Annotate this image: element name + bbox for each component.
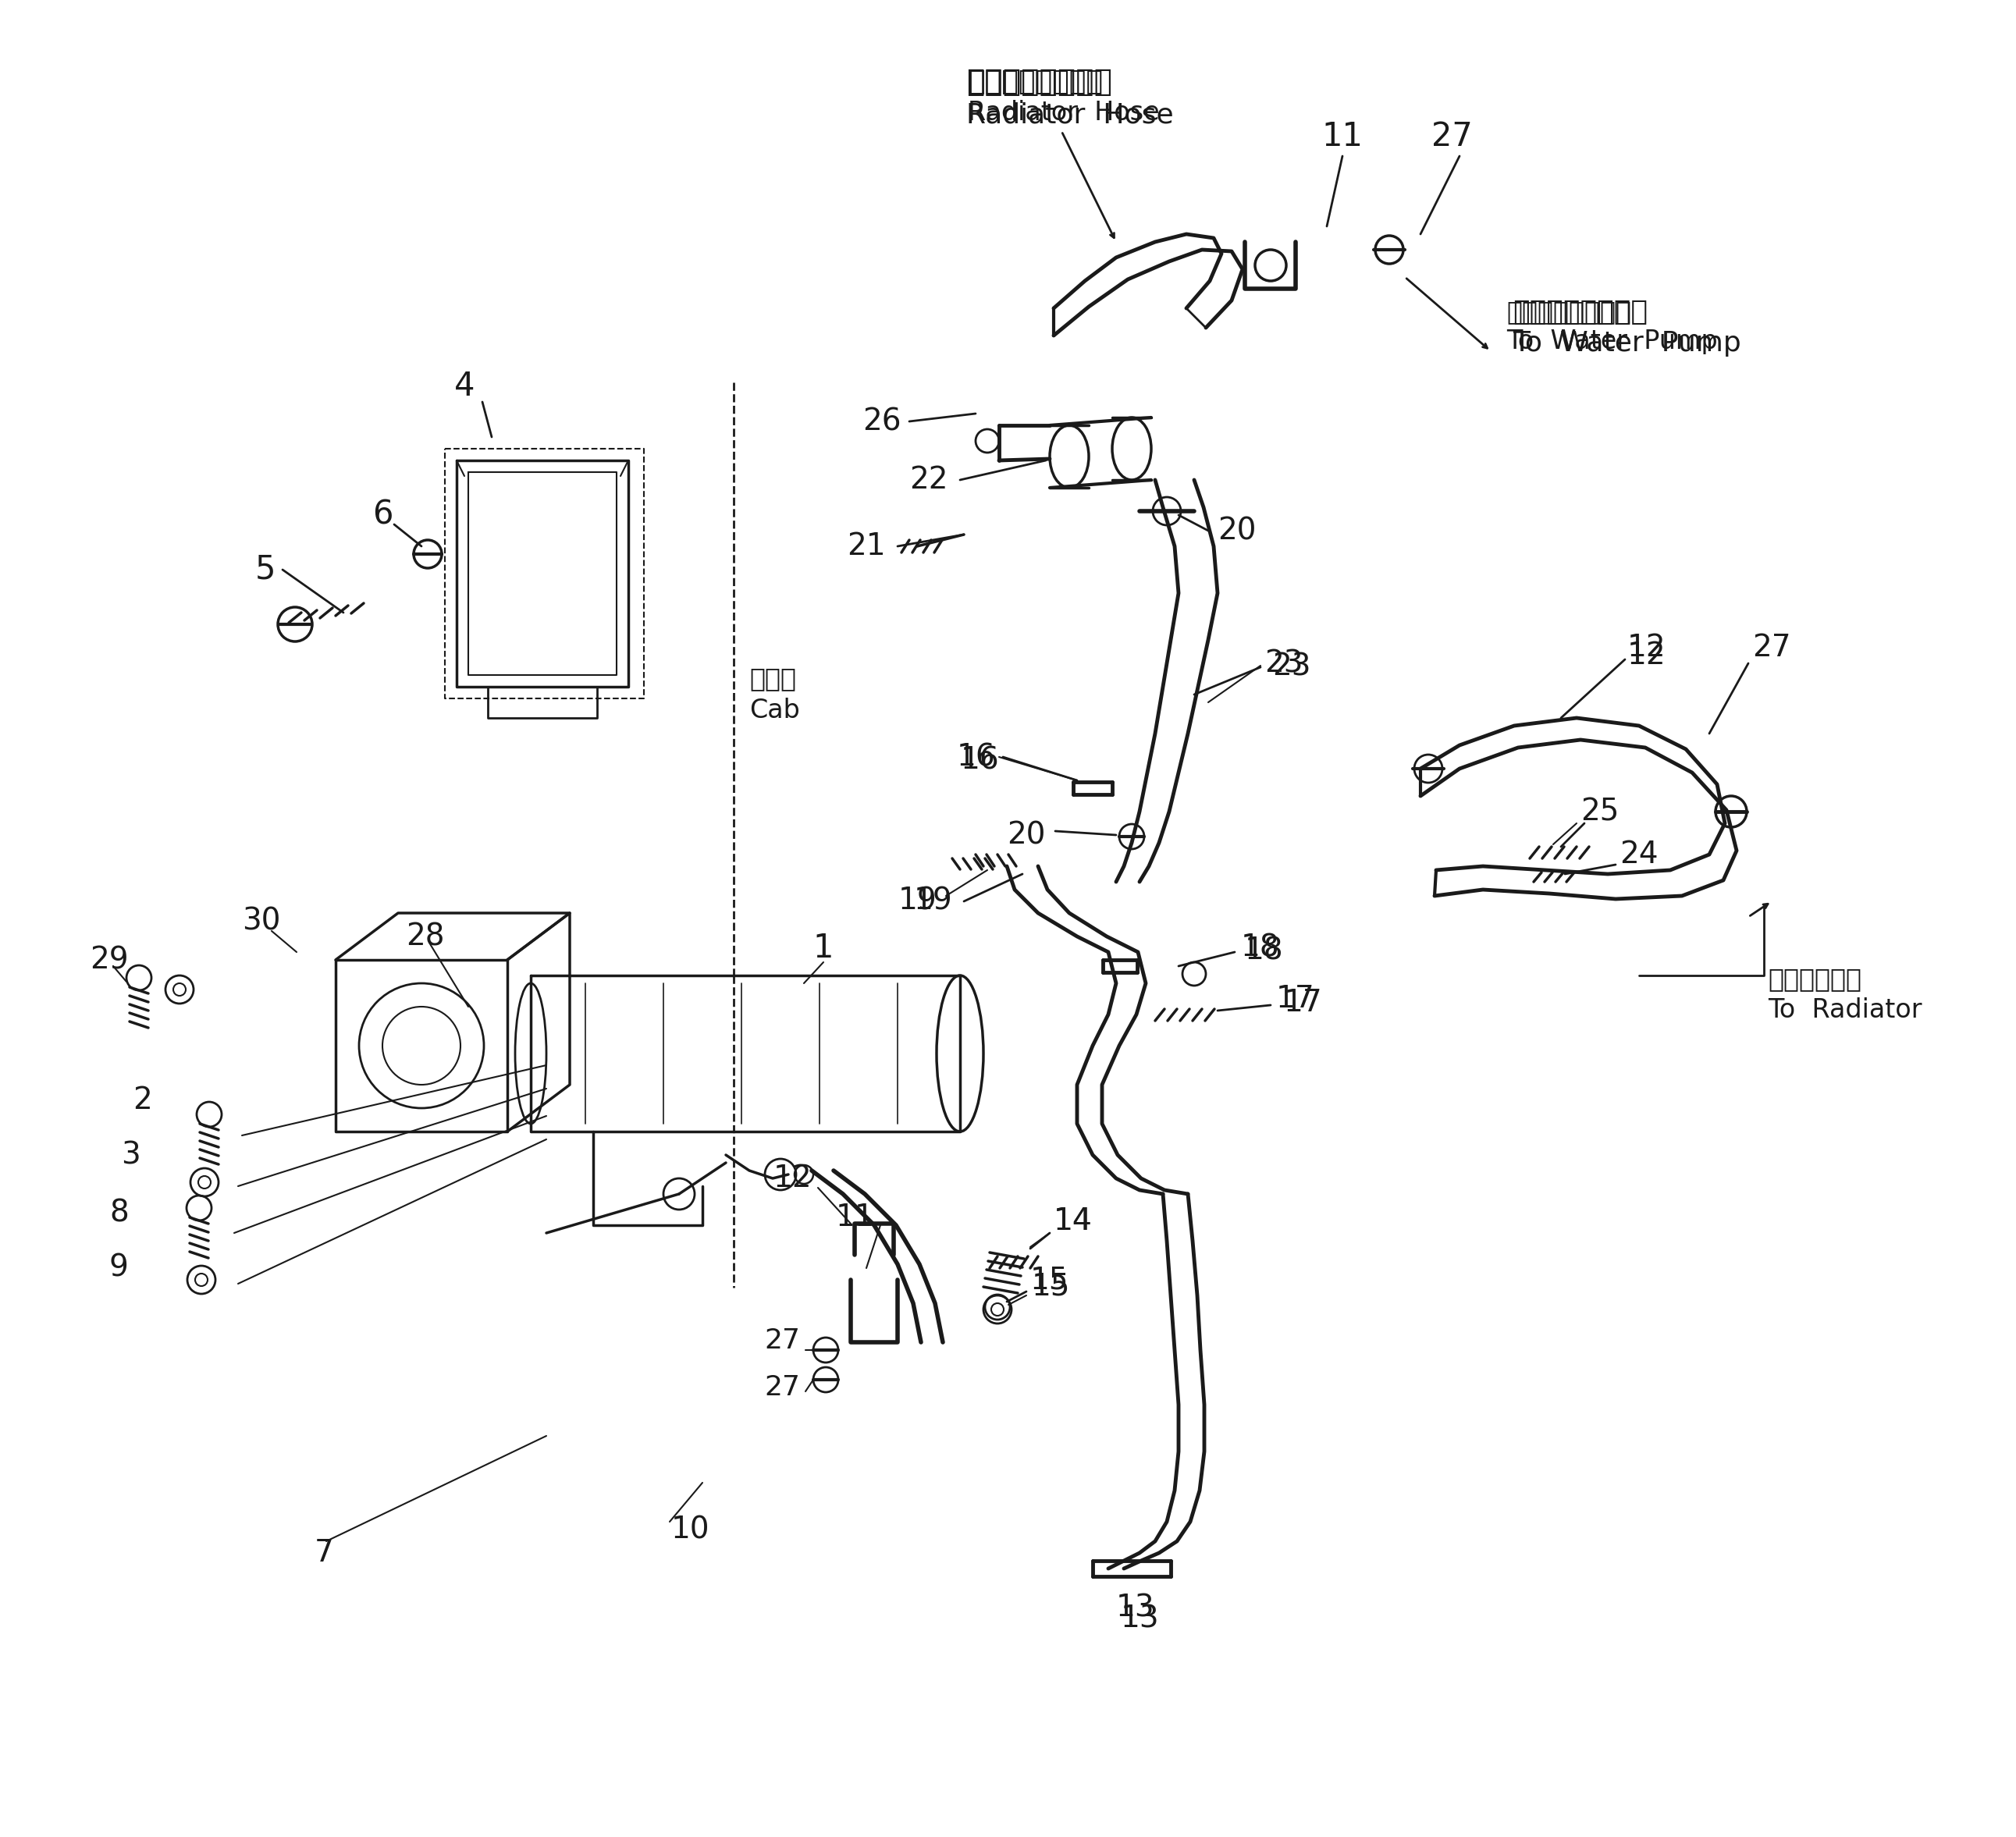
Text: 5: 5: [256, 553, 276, 586]
Text: 4: 4: [454, 369, 474, 402]
Text: 22: 22: [909, 465, 948, 494]
Text: 19: 19: [913, 887, 952, 917]
Text: 27: 27: [1752, 634, 1790, 663]
Text: 12: 12: [1627, 641, 1665, 671]
Text: 17: 17: [1276, 985, 1314, 1014]
Text: 12: 12: [772, 1163, 812, 1194]
Text: 8: 8: [109, 1200, 129, 1229]
Text: To  Water  Pump: To Water Pump: [1506, 329, 1718, 355]
Text: 15: 15: [1030, 1266, 1068, 1295]
Text: 2: 2: [133, 1086, 151, 1115]
Text: 7: 7: [314, 1538, 333, 1567]
Text: ラジエータホース: ラジエータホース: [966, 68, 1113, 97]
Text: Radiator  Hose: Radiator Hose: [968, 101, 1159, 127]
Text: To  Water  Pump: To Water Pump: [1512, 331, 1742, 356]
Text: 16: 16: [960, 746, 1000, 775]
Text: 13: 13: [1121, 1604, 1159, 1635]
Text: 16: 16: [956, 742, 996, 772]
Text: 21: 21: [847, 531, 885, 560]
Text: ラジエータへ: ラジエータへ: [1768, 966, 1861, 992]
Text: 28: 28: [405, 922, 444, 952]
Text: 20: 20: [1008, 819, 1046, 851]
Text: ラジエータホース: ラジエータホース: [968, 68, 1103, 96]
Text: 26: 26: [863, 406, 901, 435]
Text: 9: 9: [109, 1253, 129, 1282]
Text: 12: 12: [1627, 634, 1665, 663]
Text: Radiator  Hose: Radiator Hose: [966, 103, 1173, 129]
Text: 19: 19: [897, 887, 937, 917]
Text: Cab: Cab: [750, 698, 800, 724]
Text: 27: 27: [764, 1328, 800, 1354]
Text: 30: 30: [242, 906, 280, 935]
Text: 24: 24: [1619, 840, 1657, 869]
Text: To  Radiator: To Radiator: [1768, 997, 1921, 1023]
Text: 14: 14: [1054, 1207, 1093, 1236]
Text: 10: 10: [671, 1516, 710, 1545]
Text: 27: 27: [1431, 119, 1472, 152]
Text: 11: 11: [1322, 119, 1363, 152]
Text: 14: 14: [1054, 1207, 1093, 1236]
Text: ウォータポンプへ: ウォータポンプへ: [1506, 299, 1631, 325]
Text: 27: 27: [764, 1374, 800, 1402]
Text: 18: 18: [1242, 933, 1280, 963]
Text: 15: 15: [1032, 1271, 1070, 1301]
Text: ウォータポンプへ: ウォータポンプへ: [1512, 299, 1647, 325]
Text: キャブ: キャブ: [750, 667, 796, 693]
Text: 13: 13: [1117, 1593, 1155, 1622]
Text: 20: 20: [1218, 516, 1256, 546]
Text: 6: 6: [373, 498, 393, 531]
Text: 17: 17: [1284, 988, 1322, 1018]
Text: 1: 1: [812, 931, 835, 964]
Text: 29: 29: [91, 944, 129, 975]
Text: 23: 23: [1264, 648, 1302, 678]
Text: 25: 25: [1581, 797, 1619, 827]
Text: 3: 3: [121, 1141, 141, 1170]
Text: 11: 11: [835, 1203, 875, 1233]
Text: 18: 18: [1244, 935, 1284, 964]
Text: 23: 23: [1272, 652, 1310, 682]
